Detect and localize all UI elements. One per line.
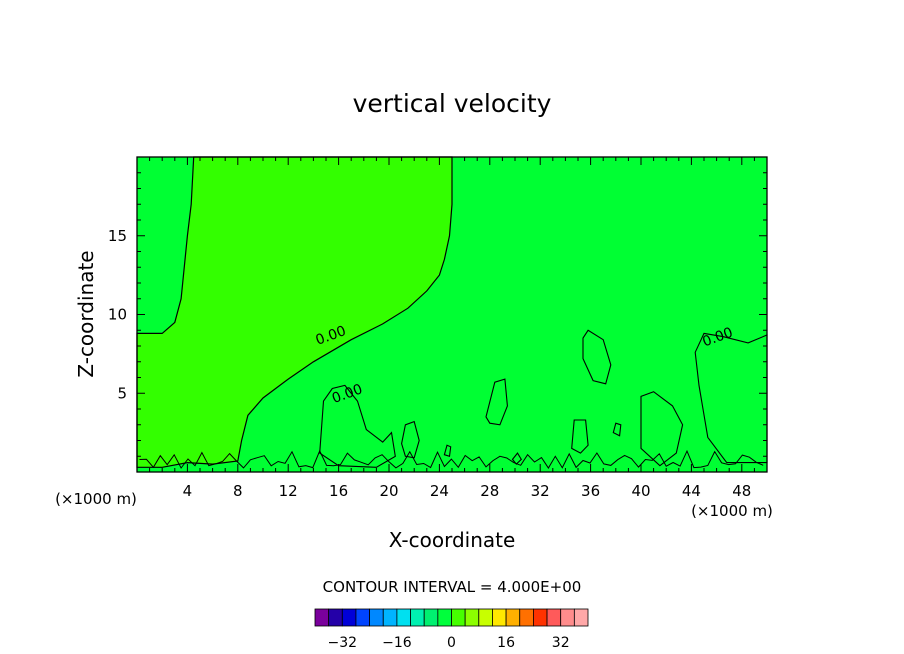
colorbar-swatch bbox=[355, 608, 371, 627]
colorbar-swatch bbox=[328, 608, 343, 627]
contour-pocket bbox=[401, 420, 420, 459]
x-tick-label: 4 bbox=[183, 482, 193, 500]
plot-area: 0.000.000.00 bbox=[136, 156, 768, 473]
x-tick-label: 12 bbox=[279, 482, 298, 500]
x-tick-label: 16 bbox=[329, 482, 348, 500]
colorbar-swatch bbox=[533, 608, 548, 627]
x-tick-label: 48 bbox=[732, 482, 751, 500]
positive-region bbox=[136, 156, 453, 468]
colorbar-tick-label: 32 bbox=[552, 635, 570, 651]
y-tick-label: 5 bbox=[117, 384, 127, 402]
colorbar-tick-label: −16 bbox=[382, 635, 412, 651]
contour-pocket bbox=[443, 444, 452, 458]
ground-contours bbox=[139, 449, 764, 469]
y-axis: 5 10 15 bbox=[108, 172, 767, 457]
colorbar-swatch bbox=[478, 608, 493, 627]
x-unit-left: (×1000 m) bbox=[55, 490, 137, 508]
colorbar-tick-label: −32 bbox=[328, 635, 358, 651]
colorbar-swatch bbox=[423, 608, 439, 627]
colorbar-tick-label: 0 bbox=[447, 635, 456, 651]
colorbar-swatch bbox=[410, 608, 425, 627]
x-axis-label: X-coordinate bbox=[389, 528, 516, 552]
colorbar-swatch bbox=[341, 608, 357, 627]
x-tick-label: 8 bbox=[233, 482, 243, 500]
colorbar-swatch bbox=[382, 608, 398, 627]
colorbar-swatch bbox=[464, 608, 480, 627]
x-tick-label: 24 bbox=[430, 482, 449, 500]
contour-pocket bbox=[582, 329, 612, 385]
colorbar-swatch bbox=[573, 608, 589, 627]
colorbar-swatch bbox=[546, 608, 562, 627]
contour-pocket bbox=[640, 391, 684, 467]
colorbar-swatch bbox=[314, 608, 330, 627]
colorbar-swatch bbox=[369, 608, 384, 627]
colorbar-swatch bbox=[437, 608, 452, 627]
contour-interval-label: CONTOUR INTERVAL = 4.000E+00 bbox=[323, 578, 582, 596]
contour-pocket bbox=[612, 422, 622, 437]
colorbar-swatch bbox=[519, 608, 534, 627]
contour-pocket bbox=[319, 384, 396, 468]
x-axis: 4 8 12 16 20 24 28 32 36 40 44 48 bbox=[149, 157, 755, 500]
x-tick-label: 32 bbox=[531, 482, 550, 500]
colorbar: −32 −16 0 16 32 bbox=[314, 608, 589, 651]
colorbar-swatch bbox=[396, 608, 411, 627]
contour-pocket bbox=[511, 452, 523, 465]
chart-title: vertical velocity bbox=[353, 89, 552, 118]
x-tick-label: 40 bbox=[631, 482, 650, 500]
y-tick-label: 10 bbox=[108, 306, 127, 324]
x-unit-right: (×1000 m) bbox=[691, 502, 773, 520]
colorbar-swatch bbox=[505, 608, 521, 627]
y-tick-label: 15 bbox=[108, 227, 127, 245]
colorbar-swatch bbox=[492, 608, 507, 627]
x-tick-label: 44 bbox=[682, 482, 701, 500]
contour-pocket bbox=[571, 419, 589, 454]
colorbar-swatch bbox=[560, 608, 575, 627]
x-tick-label: 20 bbox=[379, 482, 398, 500]
x-tick-label: 36 bbox=[581, 482, 600, 500]
colorbar-swatch bbox=[451, 608, 466, 627]
x-tick-label: 28 bbox=[480, 482, 499, 500]
y-axis-label: Z-coordinate bbox=[74, 250, 98, 377]
contour-pocket bbox=[485, 378, 508, 426]
colorbar-tick-label: 16 bbox=[497, 635, 515, 651]
